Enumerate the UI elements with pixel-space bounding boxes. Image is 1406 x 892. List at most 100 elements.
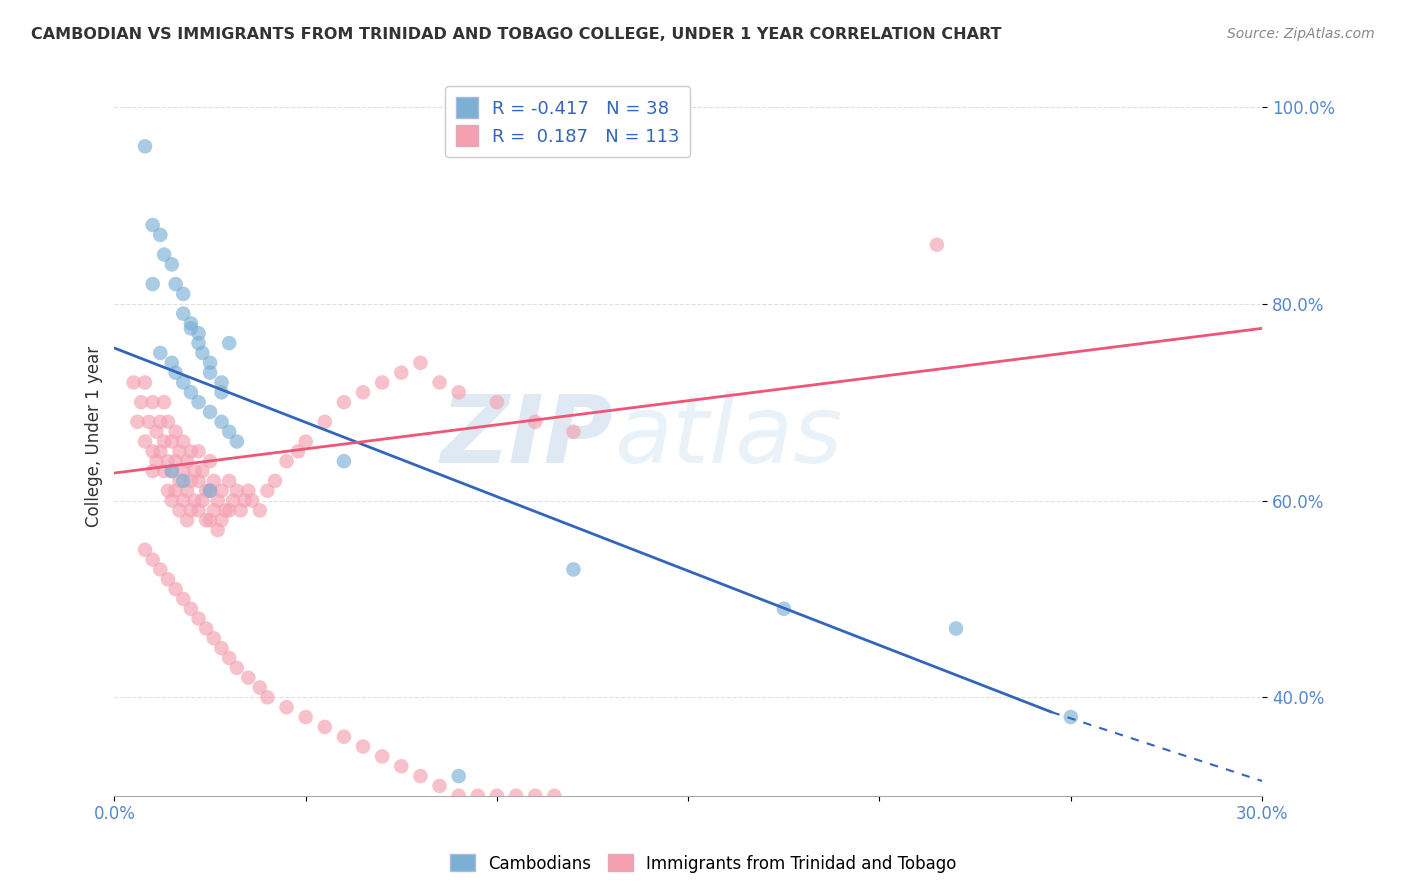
Point [256, 483, 278, 498]
Point [211, 513, 233, 527]
Point [195, 483, 218, 498]
Point [160, 464, 183, 478]
Point [160, 356, 183, 370]
Point [142, 395, 165, 409]
Point [294, 710, 316, 724]
Point [389, 366, 412, 380]
Point [142, 552, 165, 566]
Point [294, 434, 316, 449]
Point [371, 376, 394, 390]
Point [169, 503, 191, 517]
Point [249, 503, 271, 517]
Point [134, 376, 156, 390]
Point [153, 434, 176, 449]
Point [429, 779, 451, 793]
Text: ZIP: ZIP [440, 391, 613, 483]
Point [202, 474, 225, 488]
Point [149, 346, 172, 360]
Point [184, 493, 207, 508]
Point [198, 483, 221, 498]
Point [145, 454, 167, 468]
Point [187, 444, 209, 458]
Point [202, 503, 225, 517]
Point [129, 395, 152, 409]
Point [138, 415, 160, 429]
Point [149, 415, 172, 429]
Point [524, 789, 547, 803]
Point [165, 277, 187, 291]
Point [256, 690, 278, 705]
Point [180, 602, 202, 616]
Point [191, 346, 214, 360]
Point [211, 376, 233, 390]
Point [187, 503, 209, 517]
Point [153, 464, 176, 478]
Point [134, 139, 156, 153]
Point [153, 395, 176, 409]
Point [127, 415, 149, 429]
Text: Source: ZipAtlas.com: Source: ZipAtlas.com [1227, 27, 1375, 41]
Point [198, 513, 221, 527]
Point [211, 415, 233, 429]
Point [447, 769, 470, 783]
Point [945, 622, 967, 636]
Point [172, 464, 194, 478]
Point [352, 739, 374, 754]
Point [165, 425, 187, 439]
Y-axis label: College, Under 1 year: College, Under 1 year [86, 346, 103, 527]
Point [172, 376, 194, 390]
Point [371, 749, 394, 764]
Point [214, 503, 236, 517]
Point [198, 483, 221, 498]
Point [333, 454, 356, 468]
Point [352, 385, 374, 400]
Point [176, 483, 198, 498]
Point [195, 513, 218, 527]
Point [134, 542, 156, 557]
Point [467, 789, 489, 803]
Point [429, 376, 451, 390]
Point [191, 493, 214, 508]
Point [176, 454, 198, 468]
Text: atlas: atlas [613, 391, 842, 482]
Point [180, 503, 202, 517]
Point [187, 326, 209, 341]
Point [225, 483, 247, 498]
Point [524, 415, 547, 429]
Point [187, 336, 209, 351]
Legend: R = -0.417   N = 38, R =  0.187   N = 113: R = -0.417 N = 38, R = 0.187 N = 113 [446, 87, 690, 157]
Point [233, 493, 256, 508]
Point [180, 385, 202, 400]
Point [202, 632, 225, 646]
Point [447, 789, 470, 803]
Point [160, 493, 183, 508]
Point [142, 464, 165, 478]
Point [409, 356, 432, 370]
Point [562, 425, 585, 439]
Point [176, 513, 198, 527]
Point [222, 493, 245, 508]
Point [198, 405, 221, 419]
Point [207, 523, 229, 537]
Point [773, 602, 796, 616]
Point [156, 483, 179, 498]
Point [172, 307, 194, 321]
Point [153, 247, 176, 261]
Point [165, 483, 187, 498]
Point [156, 415, 179, 429]
Point [211, 641, 233, 656]
Point [142, 444, 165, 458]
Point [485, 395, 508, 409]
Point [122, 376, 145, 390]
Legend: Cambodians, Immigrants from Trinidad and Tobago: Cambodians, Immigrants from Trinidad and… [443, 847, 963, 880]
Point [149, 562, 172, 576]
Point [287, 444, 309, 458]
Point [389, 759, 412, 773]
Point [238, 483, 260, 498]
Point [211, 385, 233, 400]
Point [240, 493, 263, 508]
Point [276, 700, 298, 714]
Point [191, 464, 214, 478]
Point [249, 681, 271, 695]
Point [218, 651, 240, 665]
